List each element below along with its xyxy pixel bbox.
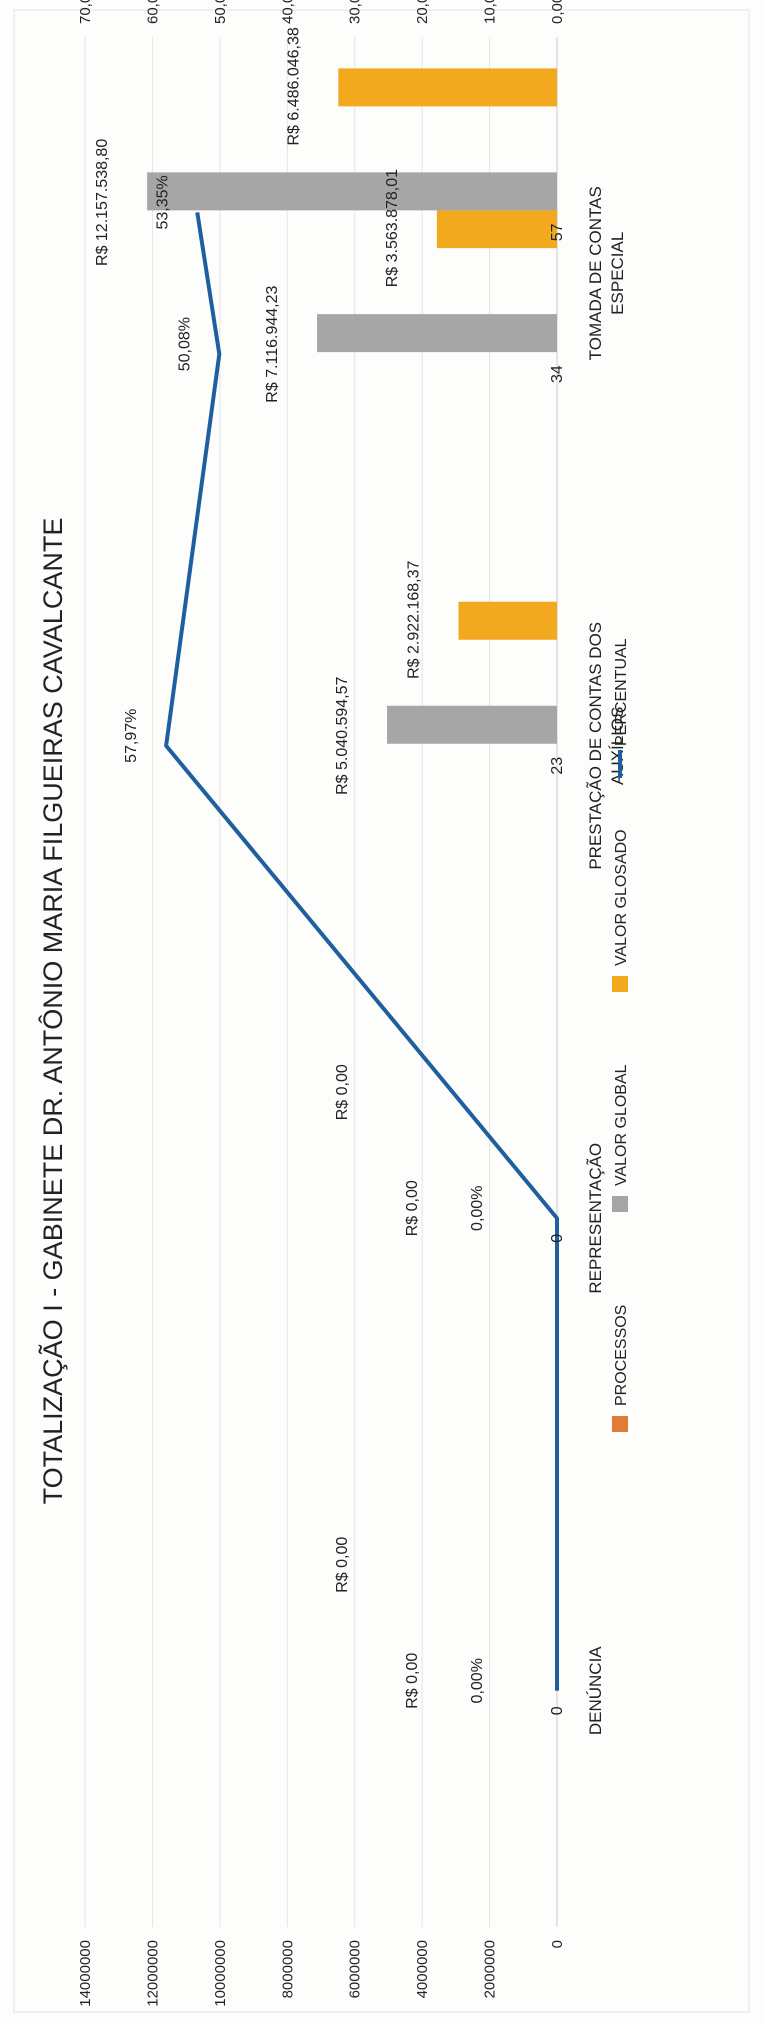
y-tick-label-right: 10,00%	[482, 0, 499, 24]
y-tick-label-right: 0,00%	[549, 0, 566, 24]
y-tick-label-left: 2000000	[482, 1940, 499, 1998]
valor-global-data-label: R$ 0,00	[404, 1180, 421, 1236]
legend-swatch	[612, 1196, 628, 1212]
y-tick-label-right: 30,00%	[347, 0, 364, 24]
y-tick-label-left: 6000000	[347, 1940, 364, 1998]
y-tick-label-left: 14000000	[77, 1940, 94, 2007]
y-tick-label-left: 10000000	[212, 1940, 229, 2007]
valor-glosado-data-label: R$ 2.922.168,37	[405, 560, 422, 678]
y-tick-label-right: 40,00%	[279, 0, 296, 24]
x-category-label: ESPECIAL	[608, 232, 627, 315]
valor-global-data-label: R$ 0,00	[404, 1653, 421, 1709]
legend-swatch	[612, 1416, 628, 1432]
y-tick-label-right: 70,00%	[77, 0, 94, 24]
percentual-data-label: 57,97%	[123, 709, 140, 763]
percentual-data-label: 0,00%	[469, 1186, 486, 1231]
y-tick-label-left: 4000000	[414, 1940, 431, 1998]
valor-global-bar	[387, 705, 558, 744]
legend-label: PROCESSOS	[613, 1305, 630, 1406]
percentual-data-label: 53,35%	[154, 175, 171, 229]
valor-global-data-label: R$ 12.157.538,80	[94, 139, 111, 266]
y-tick-label-left: 12000000	[144, 1940, 161, 2007]
percentual-data-label: 50,08%	[176, 317, 193, 371]
y-tick-label-left: 8000000	[279, 1940, 296, 1998]
legend-label: VALOR GLOSADO	[613, 829, 630, 966]
valor-global-data-label: R$ 7.116.944,23	[264, 285, 281, 402]
processos-data-label: 57	[549, 223, 566, 241]
x-category-label: AUXÍLIOS	[608, 707, 627, 785]
valor-global-bar	[317, 314, 557, 353]
processos-data-label: 23	[549, 757, 566, 775]
chart-title: TOTALIZAÇÃO I - GABINETE DR. ANTÔNIO MAR…	[37, 518, 68, 1505]
valor-glosado-bar	[436, 210, 558, 249]
x-category-label: TOMADA DE CONTAS	[586, 186, 605, 360]
processos-data-label: 0	[549, 1234, 566, 1243]
x-category-label: PRESTAÇÃO DE CONTAS DOS	[586, 622, 605, 870]
valor-glosado-data-label: R$ 0,00	[334, 1064, 351, 1120]
percentual-line	[164, 212, 559, 1691]
processos-data-label: 34	[549, 365, 566, 383]
y-tick-label-left: 0	[549, 1940, 566, 1948]
y-tick-label-right: 60,00%	[144, 0, 161, 24]
x-category-label: DENÚNCIA	[586, 1646, 605, 1735]
valor-glosado-bar	[458, 601, 557, 640]
legend-label: VALOR GLOBAL	[613, 1064, 630, 1186]
valor-glosado-data-label: R$ 0,00	[334, 1537, 351, 1593]
legend-swatch	[612, 976, 628, 992]
legend-label: PERCENTUAL	[613, 638, 630, 746]
y-tick-label-right: 20,00%	[414, 0, 431, 24]
percentual-data-label: 0,00%	[469, 1658, 486, 1703]
y-tick-label-right: 50,00%	[212, 0, 229, 24]
valor-global-data-label: R$ 5.040.594,57	[334, 676, 351, 794]
valor-glosado-bar	[338, 68, 557, 107]
valor-glosado-data-label: R$ 3.563.878,01	[384, 169, 401, 287]
valor-glosado-data-label: R$ 6.486.046,38	[285, 27, 302, 145]
processos-data-label: 0	[549, 1706, 566, 1715]
x-category-label: REPRESENTAÇÃO	[586, 1143, 605, 1294]
valor-global-bar	[147, 172, 558, 211]
